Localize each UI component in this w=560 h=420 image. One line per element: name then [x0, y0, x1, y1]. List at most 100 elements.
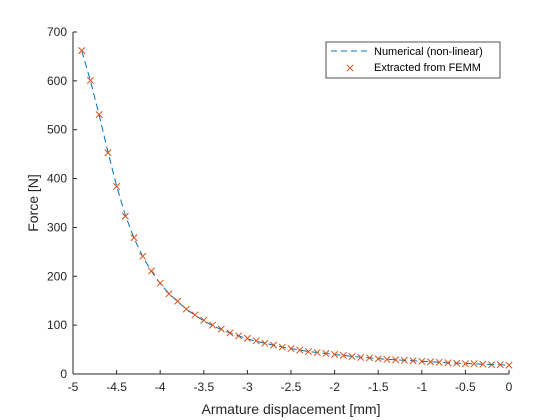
femm-data-point-stroke-b — [304, 347, 312, 356]
femm-data-point — [78, 47, 86, 55]
femm-data-point-stroke-b — [296, 346, 304, 354]
x-tick-label: -1 — [416, 380, 427, 394]
femm-data-point-stroke-b — [435, 358, 443, 366]
femm-data-point-stroke-b — [383, 355, 391, 363]
femm-data-point-stroke-b — [235, 332, 243, 340]
femm-data-point — [505, 361, 513, 369]
femm-data-point — [182, 305, 190, 313]
femm-data-point — [130, 234, 138, 242]
femm-data-point — [217, 325, 225, 333]
femm-data-point — [374, 355, 382, 363]
femm-data-point — [365, 354, 374, 362]
femm-data-point-stroke-b — [357, 353, 365, 361]
femm-data-point — [470, 360, 478, 368]
femm-data-point-stroke-b — [348, 352, 356, 360]
femm-data-point-stroke-b — [130, 234, 138, 242]
legend-marker-sample — [346, 64, 354, 72]
femm-data-point-stroke-b — [156, 279, 164, 287]
femm-data-point — [479, 360, 487, 368]
legend-label-femm: Extracted from FEMM — [374, 62, 481, 74]
femm-data-point — [400, 356, 408, 364]
femm-data-point — [226, 329, 234, 337]
y-tick-label: 200 — [47, 269, 67, 283]
femm-data-point — [86, 76, 94, 84]
femm-data-point — [261, 339, 269, 347]
femm-data-point-stroke-b — [392, 356, 400, 364]
femm-data-point — [121, 212, 129, 220]
femm-data-point-stroke-b — [479, 360, 487, 368]
femm-data-point-stroke-b — [313, 348, 321, 357]
plot-area — [73, 32, 509, 374]
legend-label-numerical: Numerical (non-linear) — [374, 46, 483, 58]
femm-data-point — [252, 337, 260, 345]
femm-data-point-stroke-b — [113, 182, 121, 190]
femm-data-point-stroke-b — [243, 334, 251, 342]
femm-data-point-stroke-b — [374, 355, 382, 363]
femm-data-point — [104, 149, 112, 157]
y-tick-label: 600 — [47, 74, 67, 88]
y-tick-label: 300 — [47, 220, 67, 234]
y-tick-label: 100 — [47, 318, 67, 332]
femm-data-point-stroke-b — [208, 321, 217, 329]
femm-data-point — [243, 334, 251, 342]
femm-data-point-stroke-b — [278, 343, 286, 351]
x-tick-label: 0 — [506, 380, 513, 394]
femm-data-point — [435, 358, 443, 366]
femm-data-point — [304, 347, 312, 356]
x-tick-label: -2 — [329, 380, 340, 394]
femm-data-point — [174, 297, 182, 305]
femm-data-point-stroke-b — [400, 356, 408, 364]
femm-data-point — [113, 182, 121, 190]
y-tick-label: 400 — [47, 172, 67, 186]
series-layer — [78, 47, 513, 369]
x-tick-label: -5 — [68, 380, 79, 394]
femm-data-point-stroke-b — [453, 359, 461, 367]
femm-data-point-stroke-b — [165, 290, 173, 298]
legend-x-marker — [346, 64, 354, 72]
legend-x-marker-stroke-b — [346, 64, 354, 72]
femm-data-point-stroke-b — [200, 316, 208, 324]
femm-data-point — [287, 345, 295, 353]
legend: Numerical (non-linear) Extracted from FE… — [325, 41, 501, 79]
femm-data-point-stroke-b — [409, 357, 417, 365]
x-tick-label: -2.5 — [281, 380, 302, 394]
femm-data-point — [357, 353, 365, 361]
femm-data-point — [453, 359, 461, 367]
femm-data-point — [235, 332, 243, 340]
legend-box — [325, 41, 501, 79]
femm-data-point-stroke-b — [496, 361, 504, 369]
y-axis-label: Force [N] — [25, 174, 41, 232]
femm-data-point-stroke-b — [174, 297, 182, 305]
x-tick-label: -1.5 — [368, 380, 389, 394]
femm-data-point — [322, 349, 330, 358]
x-tick-label: -0.5 — [455, 380, 476, 394]
femm-data-point-stroke-b — [331, 350, 339, 359]
femm-data-point-stroke-b — [287, 345, 295, 353]
femm-data-point-stroke-b — [339, 351, 347, 359]
femm-data-point — [156, 279, 164, 287]
femm-data-point — [95, 111, 103, 119]
femm-data-point-stroke-b — [270, 341, 278, 349]
femm-data-point — [270, 341, 278, 349]
femm-data-point-stroke-b — [418, 357, 426, 365]
femm-data-point — [208, 321, 217, 329]
femm-data-point-stroke-b — [147, 267, 156, 275]
femm-data-point — [461, 360, 469, 368]
femm-data-point-stroke-b — [252, 337, 260, 345]
femm-data-point — [147, 267, 156, 275]
femm-data-point-stroke-b — [322, 349, 330, 358]
femm-data-point — [165, 290, 173, 298]
femm-data-point — [139, 252, 147, 260]
femm-data-point-stroke-b — [261, 339, 269, 347]
femm-data-point-stroke-b — [488, 361, 496, 369]
femm-data-point — [348, 352, 356, 360]
femm-data-point — [426, 358, 435, 366]
numerical-series-line — [81, 50, 510, 366]
x-tick-label: -4.5 — [106, 380, 127, 394]
y-tick-label: 0 — [60, 367, 67, 381]
x-tick-label: -3.5 — [193, 380, 214, 394]
femm-data-point — [313, 348, 321, 357]
femm-data-point-stroke-b — [470, 360, 478, 368]
femm-data-point-stroke-b — [461, 360, 469, 368]
femm-data-point — [444, 359, 452, 367]
